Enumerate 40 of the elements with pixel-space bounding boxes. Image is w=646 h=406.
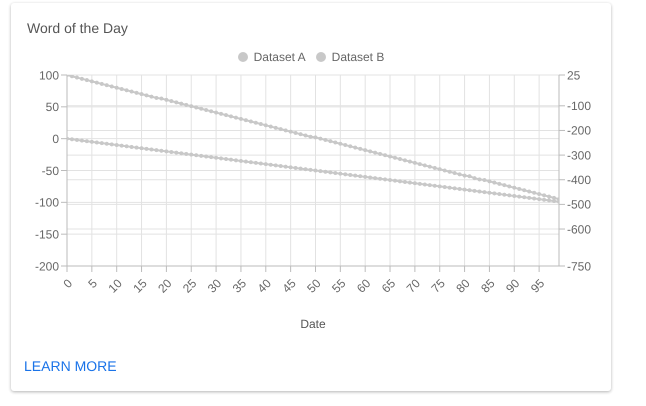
y2-tick-label: -100 xyxy=(567,99,592,114)
y2-tick-label: -400 xyxy=(567,173,592,187)
x-tick-label: 0 xyxy=(60,276,76,291)
chart-title: Word of the Day xyxy=(27,20,128,36)
x-tick-label: 85 xyxy=(478,276,498,296)
x-tick-label: 90 xyxy=(503,276,523,296)
text: LEARN MORE xyxy=(24,358,117,374)
x-tick-label: 75 xyxy=(428,276,448,296)
y2-tick-label: -200 xyxy=(567,124,592,138)
y-tick-label: -50 xyxy=(42,164,60,178)
legend-label: Dataset B xyxy=(332,50,384,64)
y-tick-label: 0 xyxy=(52,132,60,146)
x-tick-label: 60 xyxy=(354,276,374,296)
x-axis-title: Date xyxy=(300,317,326,331)
x-tick-label: 10 xyxy=(105,276,126,296)
x-tick-label: 55 xyxy=(329,276,349,296)
y-tick-label: -100 xyxy=(34,196,60,210)
x-tick-label: 80 xyxy=(453,276,473,296)
y2-tick-label: 25 xyxy=(567,68,581,82)
y-tick-label: 50 xyxy=(46,100,60,114)
x-tick-label: 95 xyxy=(528,276,548,296)
x-tick-label: 5 xyxy=(85,276,100,291)
y-tick-label: -150 xyxy=(34,227,60,242)
y-tick-label: 100 xyxy=(38,68,60,82)
x-tick-label: 45 xyxy=(279,276,300,296)
y2-tick-label: -750 xyxy=(567,259,592,274)
x-tick-label: 40 xyxy=(254,276,274,296)
y-tick-label: -200 xyxy=(34,259,60,274)
x-tick-label: 65 xyxy=(378,276,398,296)
y2-tick-label: -300 xyxy=(567,148,592,162)
x-tick-label: 20 xyxy=(155,276,175,296)
y2-tick-label: -500 xyxy=(567,198,592,212)
x-tick-label: 25 xyxy=(180,276,200,296)
x-tick-label: 70 xyxy=(404,276,424,296)
x-tick-label: 35 xyxy=(230,276,250,296)
x-tick-label: 30 xyxy=(204,276,224,296)
y2-tick-label: -600 xyxy=(567,222,592,236)
legend-label: Dataset A xyxy=(254,50,306,64)
x-tick-label: 15 xyxy=(130,276,150,296)
x-tick-label: 50 xyxy=(304,276,324,296)
